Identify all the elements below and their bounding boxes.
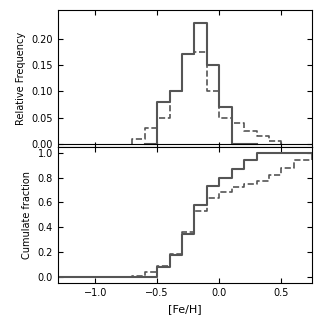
X-axis label: [Fe/H]: [Fe/H] bbox=[168, 304, 202, 314]
Y-axis label: Relative Frequency: Relative Frequency bbox=[16, 32, 26, 125]
Y-axis label: Cumulate fraction: Cumulate fraction bbox=[22, 171, 32, 259]
